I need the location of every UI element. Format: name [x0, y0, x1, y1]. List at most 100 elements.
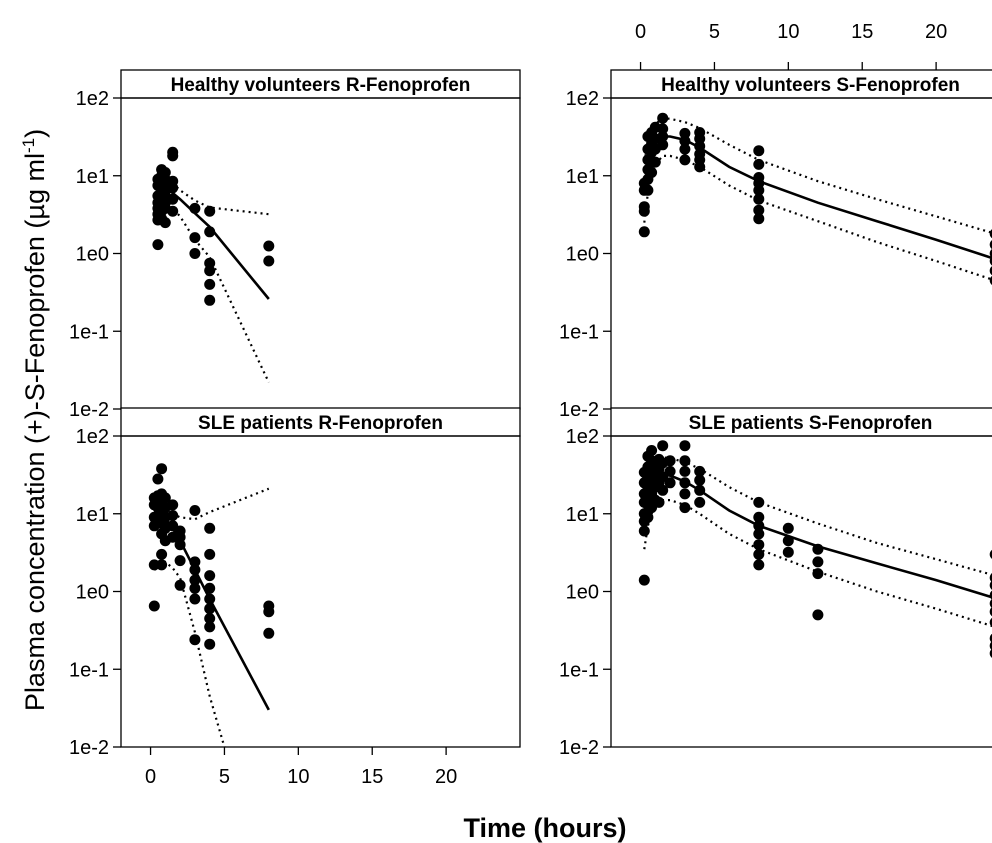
y-tick-label: 1e-1	[559, 321, 599, 343]
y-axis-title-exp: -1	[19, 138, 38, 153]
data-point	[167, 175, 179, 187]
data-point	[204, 278, 216, 290]
x-axis-title: Time (hours)	[463, 813, 626, 843]
y-axis-title: Plasma concentration (+)-S-Fenoprofen (µ…	[19, 129, 50, 711]
data-point	[152, 239, 164, 251]
data-point	[152, 473, 164, 485]
data-point	[638, 574, 650, 586]
y-tick-label: 1e-2	[559, 399, 599, 421]
data-point	[204, 548, 216, 560]
data-point	[753, 496, 765, 508]
data-point	[204, 613, 216, 624]
data-point	[167, 499, 179, 511]
data-point	[638, 201, 650, 213]
y-tick-label: 1e2	[566, 426, 599, 448]
panel-strip	[610, 69, 992, 99]
data-point	[694, 474, 706, 486]
data-point	[679, 143, 691, 155]
data-point	[679, 127, 691, 139]
x-tick-label-top: 0	[635, 21, 646, 43]
panel-plot-area	[148, 463, 275, 747]
data-point	[812, 556, 824, 568]
panel-sle-r: SLE patients R-Fenoprofen	[120, 407, 521, 748]
data-point	[189, 505, 201, 516]
x-tick-label: 5	[219, 766, 230, 788]
data-point	[812, 568, 824, 580]
panel-title: SLE patients S-Fenoprofen	[689, 413, 933, 434]
median-line	[643, 473, 992, 599]
data-point	[694, 127, 706, 138]
data-point	[204, 257, 216, 269]
data-point	[263, 255, 275, 267]
data-point	[989, 249, 992, 258]
data-point	[989, 266, 992, 276]
panel-strip	[120, 69, 521, 99]
data-point	[753, 548, 765, 560]
data-point	[753, 559, 765, 571]
data-point	[653, 496, 665, 508]
data-point	[989, 580, 992, 590]
data-point	[657, 440, 669, 452]
data-point	[204, 294, 216, 306]
data-point	[989, 549, 992, 559]
data-point	[989, 276, 992, 285]
data-point	[263, 600, 275, 612]
panel-plot-area	[152, 146, 275, 383]
data-point	[657, 123, 669, 135]
y-tick-label: 1e-1	[559, 659, 599, 681]
data-point	[657, 484, 669, 496]
data-point	[263, 240, 275, 252]
data-point	[694, 148, 706, 160]
data-point	[989, 240, 992, 250]
data-point	[156, 548, 168, 560]
data-point	[189, 582, 201, 594]
data-point	[694, 496, 706, 508]
y-axis-title-main: Plasma concentration (+)-S-Fenoprofen (µ…	[20, 153, 50, 711]
median-line	[157, 186, 270, 300]
data-point	[204, 205, 216, 217]
data-point	[679, 154, 691, 166]
y-tick-label: 1e2	[566, 88, 599, 110]
data-point	[753, 213, 765, 225]
y-tick-label: 1e0	[566, 244, 599, 266]
data-point	[204, 522, 216, 534]
data-point	[174, 579, 186, 591]
y-tick-label: 1e0	[76, 244, 109, 266]
data-point	[989, 633, 992, 643]
data-point	[679, 502, 691, 514]
data-point	[159, 167, 171, 178]
data-point	[204, 621, 216, 633]
data-point	[694, 465, 706, 477]
panels-layer: Healthy volunteers R-Fenoprofen Healthy v…	[120, 69, 992, 748]
y-tick-label: 1e-2	[69, 399, 109, 421]
data-point	[174, 555, 186, 567]
data-point	[189, 634, 201, 646]
x-tick-label-top: 20	[925, 21, 947, 43]
median-line	[643, 135, 992, 260]
data-point	[167, 510, 179, 521]
panel-title: SLE patients R-Fenoprofen	[198, 413, 443, 434]
data-point	[159, 492, 171, 504]
data-point	[189, 248, 201, 259]
data-point	[679, 455, 691, 467]
data-point	[189, 232, 201, 244]
data-point	[679, 488, 691, 500]
data-point	[263, 627, 275, 639]
y-tick-label: 1e1	[566, 166, 599, 188]
data-point	[664, 477, 676, 489]
data-point	[657, 139, 669, 151]
data-point	[204, 570, 216, 582]
y-tick-label: 1e1	[566, 504, 599, 526]
data-point	[753, 539, 765, 551]
upper-percentile-line	[153, 487, 270, 521]
x-tick-label-top: 15	[851, 21, 873, 43]
data-point	[649, 156, 661, 168]
panel-title: Healthy volunteers R-Fenoprofen	[171, 75, 471, 96]
data-point	[167, 146, 179, 158]
panel-plot-area	[638, 112, 992, 285]
data-point	[753, 145, 765, 157]
y-tick-label: 1e1	[76, 166, 109, 188]
data-point	[679, 440, 691, 452]
y-tick-label: 1e-1	[69, 659, 109, 681]
